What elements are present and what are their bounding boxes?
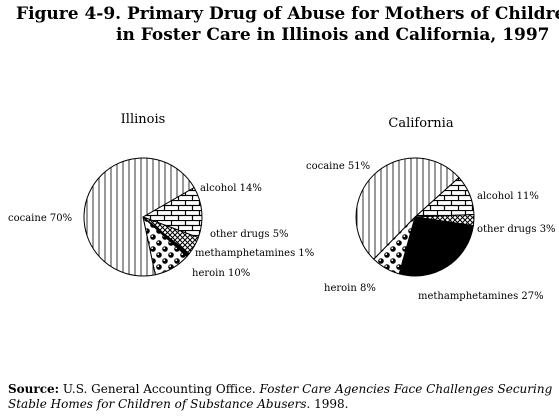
pie-slice-cocaine bbox=[355, 157, 460, 260]
slice-label-methamphetamines: methamphetamines 27% bbox=[418, 291, 544, 302]
pie-chart-illinois: Illinois alcohol 14% other drugs 5% meth… bbox=[8, 112, 314, 279]
figure-title-line1: Figure 4-9. Primary Drug of Abuse for Mo… bbox=[16, 4, 559, 24]
slice-label-heroin: heroin 8% bbox=[324, 283, 376, 294]
slice-label-cocaine: cocaine 70% bbox=[8, 213, 72, 224]
source-title: Foster Care Agencies Face Challenges Sec… bbox=[8, 382, 553, 411]
slice-label-other-drugs: other drugs 3% bbox=[477, 224, 556, 235]
pie-slice-cocaine bbox=[83, 157, 195, 277]
source-year: 1998. bbox=[310, 397, 349, 411]
pie-slices-california bbox=[355, 157, 475, 277]
slice-label-methamphetamines: methamphetamines 1% bbox=[195, 248, 314, 259]
chart-title-illinois: Illinois bbox=[121, 112, 166, 127]
pie-slice-alcohol bbox=[141, 186, 203, 239]
slice-label-cocaine: cocaine 51% bbox=[306, 161, 370, 172]
source-org: U.S. General Accounting Office. bbox=[59, 382, 260, 396]
pie-charts: Illinois alcohol 14% other drugs 5% meth… bbox=[8, 112, 556, 302]
pie-chart-california: California alcohol 11% other drugs 3% me… bbox=[306, 116, 556, 302]
figure-title-line2: in Foster Care in Illinois and Californi… bbox=[116, 25, 550, 45]
chart-title-california: California bbox=[388, 116, 453, 131]
slice-label-alcohol: alcohol 14% bbox=[200, 183, 262, 194]
slice-label-alcohol: alcohol 11% bbox=[477, 191, 539, 202]
pie-slice-methamphetamines bbox=[398, 216, 474, 277]
pie-slices-illinois bbox=[83, 157, 203, 277]
slice-label-other-drugs: other drugs 5% bbox=[210, 229, 289, 240]
source-label: Source: bbox=[8, 382, 60, 396]
source-note: Source: U.S. General Accounting Office. … bbox=[8, 382, 553, 412]
slice-label-heroin: heroin 10% bbox=[192, 268, 250, 279]
